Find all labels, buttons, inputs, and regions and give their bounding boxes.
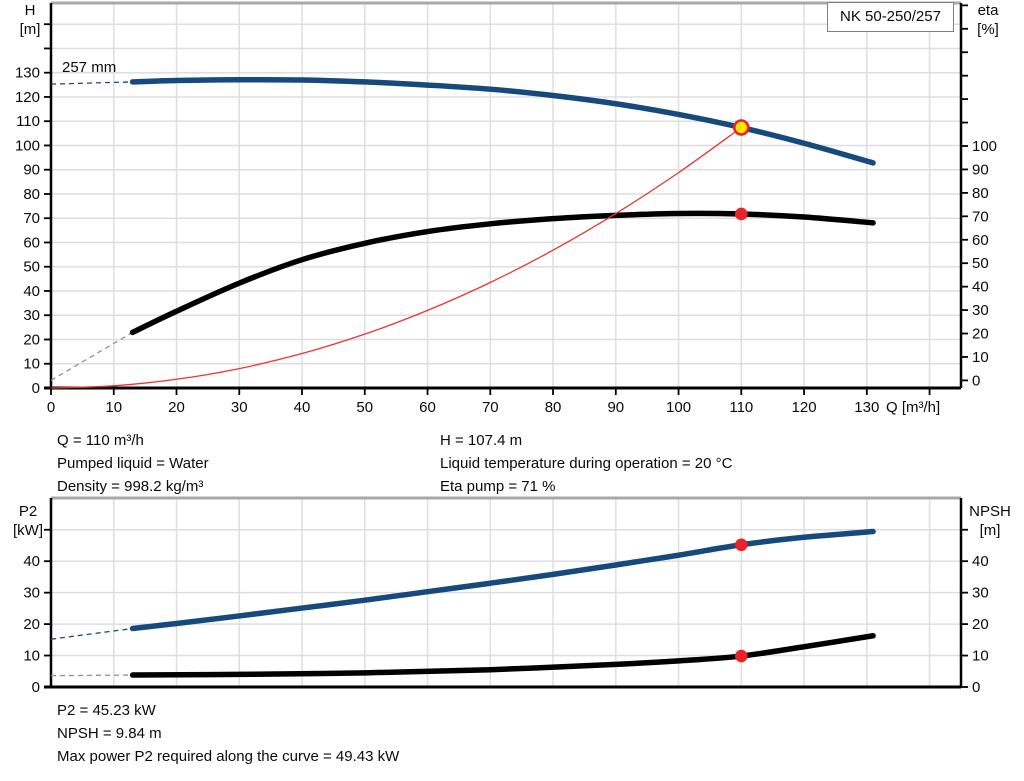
right-tick-label: 30 bbox=[972, 585, 989, 602]
npsh-axis-symbol: NPSH bbox=[969, 503, 1011, 520]
left-tick-label: 10 bbox=[23, 356, 40, 373]
x-tick-label: 20 bbox=[168, 399, 185, 416]
left-tick-label: 60 bbox=[23, 234, 40, 251]
npsh-point-marker bbox=[735, 649, 748, 663]
left-tick-label: 0 bbox=[32, 380, 40, 397]
x-tick-label: 30 bbox=[231, 399, 248, 416]
pump-type-badge: NK 50-250/257 bbox=[827, 2, 954, 32]
liquid-temperature-text: Liquid temperature during operation = 20… bbox=[440, 455, 733, 472]
right-tick-label: 80 bbox=[972, 185, 989, 202]
p2-curve bbox=[129, 528, 876, 632]
x-tick-label: 70 bbox=[482, 399, 499, 416]
p2-point-marker bbox=[735, 538, 748, 552]
chart-1: 0 10 20 30 40 0 10 20 30 40 bbox=[23, 496, 989, 696]
density-text: Density = 998.2 kg/m³ bbox=[57, 478, 204, 495]
gridlines bbox=[51, 498, 961, 687]
p2-axis-symbol: P2 bbox=[18, 503, 38, 520]
eta-axis-unit: [%] bbox=[977, 21, 999, 38]
left-tick-label: 30 bbox=[23, 585, 40, 602]
x-tick-label: 80 bbox=[545, 399, 562, 416]
left-tick-label: 120 bbox=[15, 89, 40, 106]
x-tick-label: 10 bbox=[105, 399, 122, 416]
npsh-value-text: NPSH = 9.84 m bbox=[57, 725, 162, 742]
right-tick-label: 40 bbox=[972, 279, 989, 296]
right-tick-label: 10 bbox=[972, 648, 989, 665]
max-power-text: Max power P2 required along the curve = … bbox=[57, 748, 400, 765]
left-tick-label: 130 bbox=[15, 65, 40, 82]
x-axis-unit-label: Q [m³/h] bbox=[886, 399, 941, 416]
right-tick-label: 90 bbox=[972, 161, 989, 178]
p2-axis-unit: [kW] bbox=[13, 522, 43, 539]
right-axis-title-npsh: NPSH [m] bbox=[960, 502, 1020, 540]
left-tick-label: 100 bbox=[15, 137, 40, 154]
right-tick-label: 20 bbox=[972, 616, 989, 633]
left-tick-label: 30 bbox=[23, 307, 40, 324]
left-tick-label: 20 bbox=[23, 616, 40, 633]
x-tick-label: 110 bbox=[729, 399, 753, 416]
right-tick-label: 70 bbox=[972, 208, 989, 225]
duty-info-right-column: H = 107.4 m Liquid temperature during op… bbox=[440, 429, 732, 498]
right-tick-label: 20 bbox=[972, 326, 989, 343]
head-curve-dashed-extension bbox=[50, 81, 133, 85]
left-axis-title-p2: P2 [kW] bbox=[6, 502, 50, 540]
p2-value-text: P2 = 45.23 kW bbox=[57, 702, 156, 719]
left-tick-label: 20 bbox=[23, 331, 40, 348]
left-axis-title-head: H [m] bbox=[12, 1, 48, 39]
efficiency-point-marker bbox=[735, 207, 748, 221]
duty-flow-text: Q = 110 m³/h bbox=[57, 432, 144, 449]
right-tick-label: 100 bbox=[972, 138, 997, 155]
left-tick-label: 10 bbox=[23, 648, 40, 665]
right-tick-label: 50 bbox=[972, 255, 989, 272]
tick-marks-and-labels: 0 10 20 30 40 0 10 20 30 40 bbox=[23, 528, 989, 696]
duty-line bbox=[50, 126, 742, 389]
left-tick-label: 40 bbox=[23, 283, 40, 300]
h-axis-unit: [m] bbox=[19, 21, 41, 38]
right-tick-label: 0 bbox=[972, 372, 980, 389]
left-tick-label: 110 bbox=[16, 113, 40, 130]
right-tick-label: 10 bbox=[972, 349, 989, 366]
x-tick-label: 50 bbox=[356, 399, 373, 416]
left-tick-label: 0 bbox=[32, 679, 40, 696]
left-tick-label: 90 bbox=[23, 162, 40, 179]
chart-0: 0102030405060708090100110120130010203040… bbox=[15, 1, 997, 416]
right-tick-label: 60 bbox=[972, 232, 989, 249]
right-tick-label: 40 bbox=[972, 553, 989, 570]
right-tick-label: 30 bbox=[972, 302, 989, 319]
gridlines bbox=[51, 3, 961, 388]
x-tick-label: 120 bbox=[792, 399, 817, 416]
left-tick-label: 70 bbox=[23, 210, 40, 227]
duty-info-left-column: Q = 110 m³/h Pumped liquid = Water Densi… bbox=[57, 429, 209, 498]
eta-pump-text: Eta pump = 71 % bbox=[440, 478, 556, 495]
duty-head-text: H = 107.4 m bbox=[440, 432, 523, 449]
power-npsh-info-block: P2 = 45.23 kW NPSH = 9.84 m Max power P2… bbox=[57, 699, 399, 768]
left-tick-label: 50 bbox=[23, 259, 40, 276]
x-tick-label: 0 bbox=[47, 399, 55, 416]
npsh-curve bbox=[129, 632, 876, 678]
efficiency-curve-dashed-extension bbox=[50, 331, 133, 381]
left-tick-label: 40 bbox=[23, 553, 40, 570]
p2-curve-dashed-extension bbox=[50, 627, 133, 640]
x-tick-label: 90 bbox=[607, 399, 624, 416]
pumped-liquid-text: Pumped liquid = Water bbox=[57, 455, 209, 472]
npsh-axis-unit: [m] bbox=[979, 522, 1001, 539]
x-tick-label: 100 bbox=[666, 399, 691, 416]
right-axis-title-eta: eta [%] bbox=[964, 1, 1012, 39]
left-tick-label: 80 bbox=[23, 186, 40, 203]
x-tick-label: 130 bbox=[854, 399, 879, 416]
x-tick-label: 40 bbox=[294, 399, 311, 416]
x-tick-label: 60 bbox=[419, 399, 436, 416]
tick-marks-and-labels: 0102030405060708090100110120130010203040… bbox=[15, 4, 997, 416]
eta-axis-symbol: eta bbox=[977, 2, 999, 19]
impeller-diameter-label: 257 mm bbox=[62, 59, 117, 76]
duty-point-marker[interactable] bbox=[733, 119, 750, 136]
right-tick-label: 0 bbox=[972, 679, 980, 696]
h-axis-symbol: H bbox=[24, 2, 36, 19]
npsh-curve-dashed-extension bbox=[50, 674, 133, 677]
